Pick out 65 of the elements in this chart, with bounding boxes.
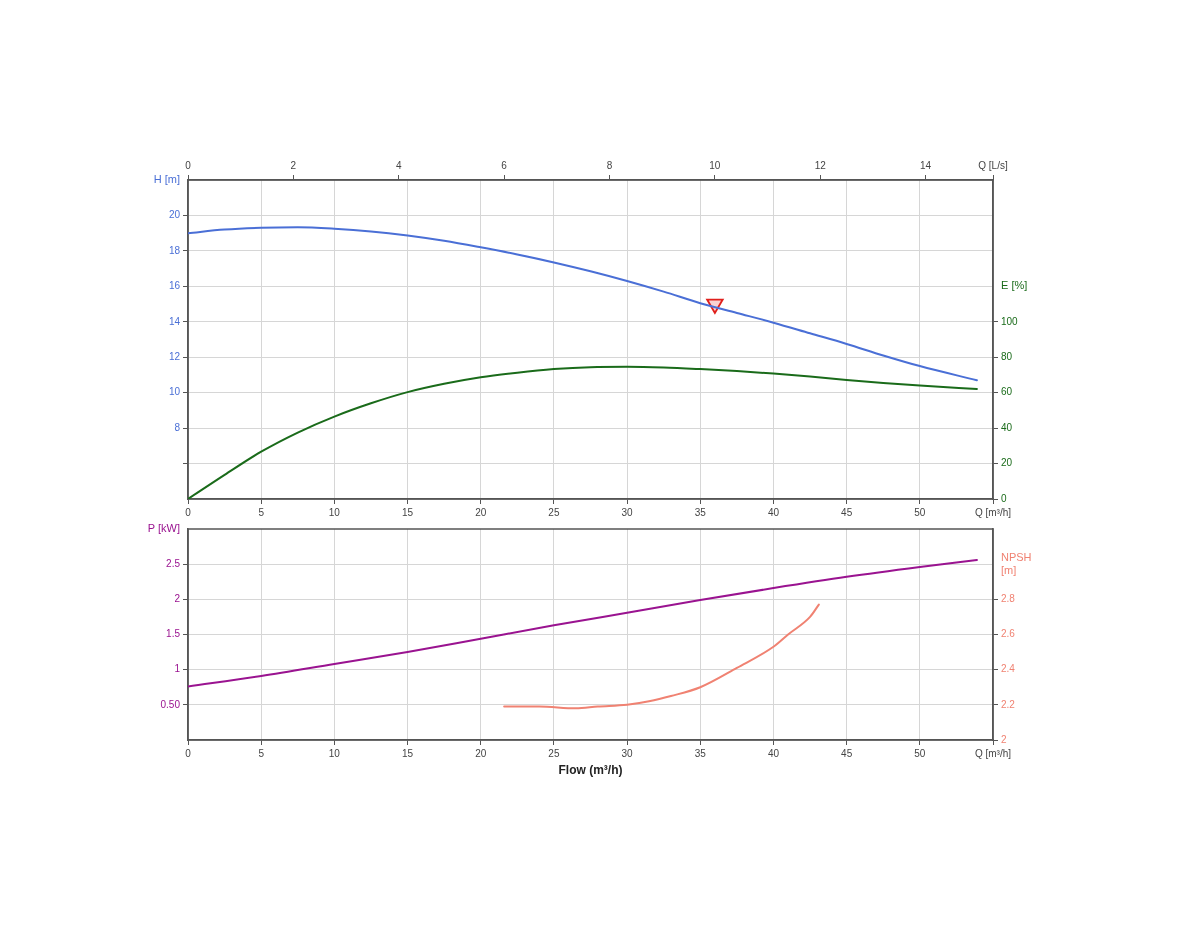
y2-tick-label: 2.6 (1001, 628, 1016, 640)
x-tick-label: 35 (694, 506, 707, 518)
y-axis-title: H [m] (153, 173, 180, 186)
y2-tick-label: 2.4 (1001, 663, 1016, 675)
y-tick-label: 1.5 (166, 628, 181, 640)
x2-tick-label: 6 (501, 159, 508, 171)
x-tick-label: 25 (548, 747, 560, 759)
x-tick-label: 15 (401, 506, 414, 518)
x-tick-label: 45 (841, 506, 853, 518)
x2-tick-label: 0 (185, 159, 192, 171)
x-tick-label: 35 (694, 747, 707, 759)
line-series (188, 558, 978, 688)
y-tick-label: 12 (168, 350, 181, 362)
y2-axis-title: E [%] (1001, 279, 1028, 292)
x-tick-label: Q [m³/h] (974, 747, 1012, 759)
x-tick-label: 30 (621, 506, 634, 518)
x2-tick-label: Q [L/s] (978, 159, 1008, 171)
x-tick-label: 30 (621, 747, 634, 759)
y2-tick-label: 2.2 (1001, 698, 1016, 710)
x-tick-label: 10 (328, 506, 341, 518)
y-tick-label: 18 (168, 244, 181, 256)
x-tick-label: 50 (914, 747, 926, 759)
y2-tick-label: 2.8 (1001, 593, 1016, 605)
x-tick-label: 20 (475, 506, 487, 518)
x-tick-label: Q [m³/h] (974, 506, 1012, 518)
y-tick-label: 14 (168, 315, 181, 327)
y-tick-label: 16 (168, 280, 181, 292)
x-tick-label: 15 (401, 747, 414, 759)
y2-tick-label: 100 (1001, 315, 1019, 327)
x-tick-label: 5 (258, 747, 265, 759)
x2-tick-label: 12 (814, 159, 827, 171)
x-tick-label: 0 (185, 747, 192, 759)
x-tick-label: 40 (767, 747, 780, 759)
y2-tick-label: 2 (1001, 733, 1007, 745)
x2-tick-label: 4 (395, 159, 402, 171)
x-tick-label: 10 (328, 747, 341, 759)
y2-tick-label: 40 (1001, 421, 1013, 433)
x-tick-label: 25 (548, 506, 560, 518)
y2-tick-label: 80 (1001, 350, 1013, 362)
line-series (503, 603, 820, 710)
y-tick-label: 1 (174, 663, 181, 675)
y2-axis-title: NPSH [m] (1001, 550, 1032, 576)
x-tick-label: 20 (475, 747, 487, 759)
y-tick-label: 10 (168, 386, 181, 398)
y2-tick-label: 20 (1001, 457, 1013, 469)
x2-tick-label: 8 (606, 159, 613, 171)
x-tick-label: 5 (258, 506, 265, 518)
x-tick-label: 45 (841, 747, 853, 759)
y-tick-label: 0.50 (160, 698, 181, 710)
x-axis-title: Flow (m³/h) (558, 763, 623, 778)
x-tick-label: 40 (767, 506, 780, 518)
line-series (188, 365, 978, 499)
x-tick-label: 0 (185, 506, 192, 518)
x2-tick-label: 2 (290, 159, 297, 171)
x2-tick-label: 10 (709, 159, 721, 171)
y-tick-label: 8 (174, 421, 181, 433)
y-axis-title: P [kW] (147, 522, 180, 535)
line-series (188, 226, 978, 382)
y2-tick-label: 0 (1001, 492, 1007, 504)
y-tick-label: 2.5 (166, 557, 181, 569)
x-tick-label: 50 (914, 506, 926, 518)
x2-tick-label: 14 (920, 159, 932, 171)
y-tick-label: 2 (174, 593, 181, 605)
y-tick-label: 20 (168, 209, 181, 221)
y2-tick-label: 60 (1001, 386, 1013, 398)
